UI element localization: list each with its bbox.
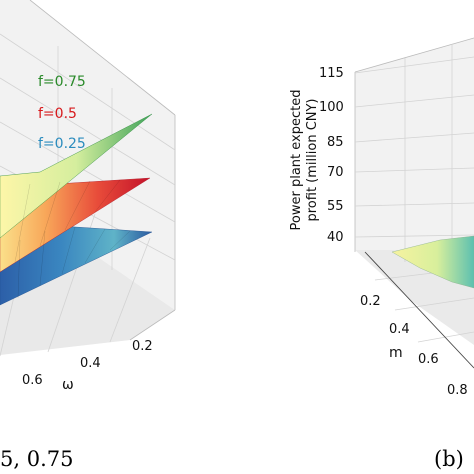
panel-b-ytick-2: 0.6 bbox=[418, 352, 439, 367]
panel-b-zlabel: Power plant expected profit (million CNY… bbox=[289, 90, 320, 231]
panel-a-surfaces bbox=[0, 113, 153, 306]
panel-b-grid bbox=[354, 44, 474, 343]
panel-a-xlabel: ω bbox=[62, 377, 74, 393]
panel-b-ztick-1: 100 bbox=[319, 100, 344, 115]
panel-a-caption: 5, 0.75 bbox=[0, 447, 73, 471]
panel-b-axis-edges bbox=[364, 251, 474, 369]
panel-a: 0.2 0.4 0.6 ω f=0.75 f=0.5 f=0.25 5, 0.7… bbox=[0, 0, 176, 471]
panel-a-xaxis-ticks: 0.2 0.4 0.6 ω bbox=[22, 339, 153, 393]
panel-b-ztick-2: 85 bbox=[327, 135, 344, 150]
panel-a-surface-mesh bbox=[14, 179, 131, 299]
surface-f-0.75 bbox=[0, 113, 153, 239]
panel-b-ztick-4: 55 bbox=[327, 199, 344, 214]
panel-b-zlabel-line-1: Power plant expected bbox=[289, 90, 304, 231]
panel-b-caption: (b) bbox=[434, 447, 464, 471]
panel-b-ylabel: m bbox=[389, 345, 403, 361]
panel-b-ztick-0: 115 bbox=[319, 66, 344, 81]
panel-a-xtick-2: 0.6 bbox=[22, 373, 43, 388]
panel-b-surface bbox=[391, 235, 474, 289]
legend-f-0.75: f=0.75 bbox=[38, 74, 86, 90]
panel-b-ztick-3: 70 bbox=[327, 165, 344, 180]
panel-b-ztick-5: 40 bbox=[327, 230, 344, 245]
legend-f-0.5: f=0.5 bbox=[38, 106, 77, 122]
panel-b-zlabel-line-2: profit (million CNY) bbox=[305, 98, 320, 221]
panel-b-zaxis-ticks: 115 100 85 70 55 40 bbox=[319, 66, 344, 245]
panel-a-xtick-0: 0.2 bbox=[132, 339, 153, 354]
panel-b: 115 100 85 70 55 40 Power plant expected… bbox=[289, 37, 474, 471]
panel-a-xtick-1: 0.4 bbox=[80, 356, 101, 371]
panel-b-ytick-1: 0.4 bbox=[389, 322, 410, 337]
panel-b-ytick-0: 0.2 bbox=[360, 294, 381, 309]
legend-f-0.25: f=0.25 bbox=[38, 136, 86, 152]
panel-b-yaxis-ticks: 0.2 0.4 0.6 0.8 m bbox=[360, 294, 468, 398]
panel-b-ytick-3: 0.8 bbox=[447, 383, 468, 398]
panel-a-legend: f=0.75 f=0.5 f=0.25 bbox=[38, 74, 86, 152]
